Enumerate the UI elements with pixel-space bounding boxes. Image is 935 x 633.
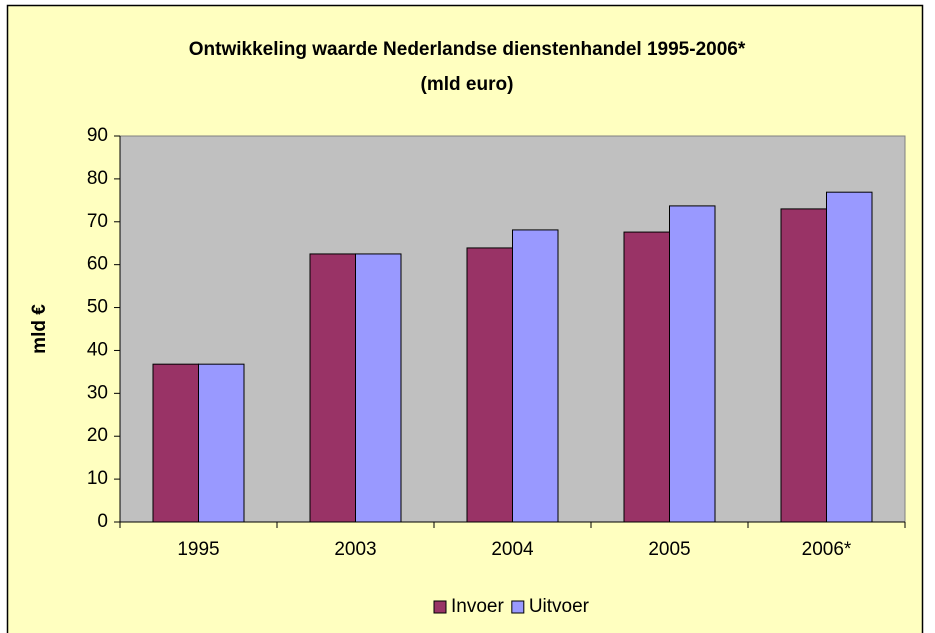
x-tick-label: 2005 — [648, 539, 690, 560]
bar — [152, 363, 199, 523]
bar — [309, 253, 356, 523]
x-tick-label: 1995 — [177, 539, 219, 560]
bar — [669, 205, 716, 523]
y-tick-label: 50 — [87, 297, 108, 318]
y-tick-label: 80 — [87, 168, 108, 189]
legend-swatch — [511, 600, 525, 614]
y-tick-label: 10 — [87, 468, 108, 489]
y-tick-label: 0 — [97, 511, 108, 532]
x-tick-label: 2004 — [491, 539, 534, 560]
chart-subtitle: (mld euro) — [421, 74, 514, 95]
legend-swatch — [433, 600, 447, 614]
bar — [623, 231, 670, 523]
x-tick-label: 2006* — [802, 539, 852, 560]
bar — [198, 363, 245, 523]
bar — [826, 191, 873, 523]
bar — [355, 253, 402, 523]
bar — [780, 208, 827, 523]
legend-label: Invoer — [451, 596, 504, 617]
y-axis-label: mld € — [29, 304, 50, 354]
y-tick-label: 40 — [87, 339, 108, 360]
y-tick-label: 60 — [87, 254, 108, 275]
bar — [512, 229, 559, 523]
bar — [466, 247, 513, 523]
y-tick-label: 90 — [87, 125, 108, 146]
chart-title: Ontwikkeling waarde Nederlandse diensten… — [189, 39, 746, 60]
x-tick-label: 2003 — [334, 539, 376, 560]
y-tick-label: 20 — [87, 425, 108, 446]
y-tick-label: 70 — [87, 211, 108, 232]
legend-label: Uitvoer — [529, 596, 590, 617]
y-tick-label: 30 — [87, 382, 108, 403]
